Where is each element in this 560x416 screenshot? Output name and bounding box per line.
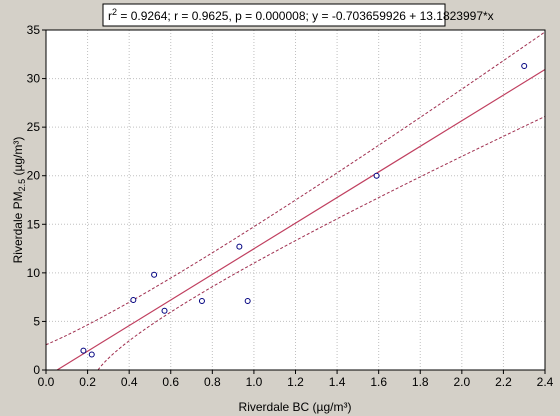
x-tick-label: 0.4 — [121, 375, 138, 389]
data-point — [244, 298, 251, 305]
y-tick-label: 15 — [27, 217, 41, 231]
data-point — [130, 297, 137, 304]
regression-line-group — [56, 68, 546, 371]
data-point — [151, 271, 158, 278]
y-tick-label: 10 — [27, 266, 41, 280]
stats-box: r2 = 0.9264; r = 0.9625, p = 0.000008; y… — [102, 3, 494, 27]
data-points — [80, 62, 528, 358]
x-tick-label: 1.2 — [287, 375, 304, 389]
data-point — [236, 243, 243, 250]
y-axis-ticks: 0 5 10 15 20 25 30 35 — [27, 23, 46, 377]
stats-r2-exp: 2 — [112, 7, 117, 17]
data-point — [80, 347, 87, 354]
y-tick-label: 0 — [33, 363, 40, 377]
y-axis-label-suffix: (µg/m³) — [11, 137, 25, 179]
confidence-band — [45, 31, 546, 371]
x-tick-label: 1.8 — [412, 375, 429, 389]
x-tick-label: 0.2 — [79, 375, 96, 389]
stats-r2-value: = 0.9264; r = 0.9625, p = 0.000008; y = … — [117, 9, 494, 23]
x-tick-label: 0.6 — [162, 375, 179, 389]
x-tick-label: 1.6 — [370, 375, 387, 389]
x-tick-label: 1.0 — [246, 375, 263, 389]
x-tick-label: 2.4 — [537, 375, 554, 389]
plot-background — [46, 30, 545, 370]
y-tick-label: 25 — [27, 120, 41, 134]
y-tick-label: 5 — [33, 314, 40, 328]
data-point — [161, 307, 168, 314]
data-point — [373, 172, 380, 179]
stats-r2-symbol: r — [108, 9, 112, 23]
y-axis-label: Riverdale PM2.5 (µg/m³) — [11, 137, 27, 264]
x-tick-label: 1.4 — [329, 375, 346, 389]
plot-border — [45, 29, 546, 371]
plot-frame — [45, 29, 546, 371]
stats-text: r2 = 0.9264; r = 0.9625, p = 0.000008; y… — [108, 7, 494, 23]
y-axis-label-prefix: Riverdale PM — [11, 191, 25, 263]
data-point — [88, 351, 95, 358]
x-axis-ticks: 0.0 0.2 0.4 0.6 0.8 1.0 1.2 1.4 1.6 1.8 2.0 2.2 2.4 — [38, 370, 554, 389]
y-tick-label: 20 — [27, 169, 41, 183]
stats-box-border — [102, 3, 446, 27]
y-axis-label-subscript: 2.5 — [17, 179, 27, 192]
y-tick-label: 35 — [27, 23, 41, 37]
data-point — [521, 62, 528, 69]
confidence-band-lower — [97, 116, 546, 371]
data-point — [198, 298, 205, 305]
plot-area — [46, 30, 545, 370]
x-tick-label: 0.8 — [204, 375, 221, 389]
x-tick-label: 0.0 — [38, 375, 55, 389]
grid — [46, 30, 545, 370]
x-tick-label: 2.2 — [495, 375, 512, 389]
x-axis-label: Riverdale BC (µg/m³) — [239, 400, 352, 414]
regression-line — [56, 68, 546, 371]
y-tick-label: 30 — [27, 72, 41, 86]
x-tick-label: 2.0 — [453, 375, 470, 389]
